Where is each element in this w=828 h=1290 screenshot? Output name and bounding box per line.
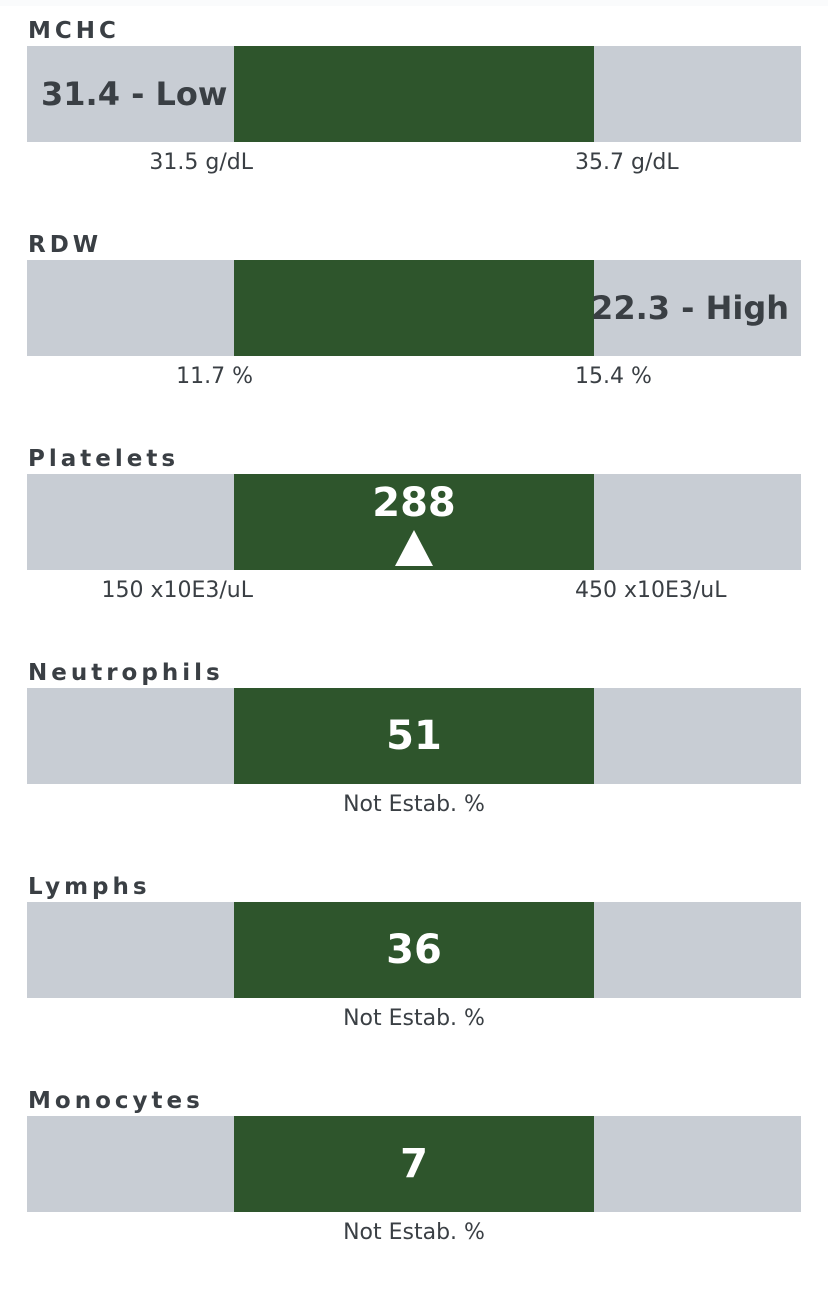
low-bound-label: 150 x10E3/uL xyxy=(101,578,253,603)
normal-range-zone: 288 xyxy=(234,474,594,570)
normal-range-zone: 7 xyxy=(234,1116,594,1212)
low-bound-label: 11.7 % xyxy=(176,364,253,389)
normal-range-zone: 51 xyxy=(234,688,594,784)
high-bound-label: 15.4 % xyxy=(575,364,652,389)
result-value: 31.4 - Low xyxy=(41,75,228,113)
result-name: Lymphs xyxy=(28,874,151,900)
result-lymphs[interactable]: Lymphs 36 Not Estab. % xyxy=(0,862,828,1076)
high-bound-label: 35.7 g/dL xyxy=(575,150,679,175)
high-bound-label: 450 x10E3/uL xyxy=(575,578,727,603)
result-name: Monocytes xyxy=(28,1088,204,1114)
result-name: RDW xyxy=(28,232,103,258)
result-value: 7 xyxy=(400,1141,428,1187)
result-monocytes[interactable]: Monocytes 7 Not Estab. % xyxy=(0,1076,828,1290)
result-name: Neutrophils xyxy=(28,660,224,686)
normal-range-zone xyxy=(234,260,594,356)
normal-range-zone xyxy=(234,46,594,142)
result-mchc[interactable]: MCHC 31.4 - Low 31.5 g/dL 35.7 g/dL xyxy=(0,6,828,220)
range-bar: 31.4 - Low xyxy=(27,46,801,142)
range-bar: 288 xyxy=(27,474,801,570)
range-note: Not Estab. % xyxy=(343,1220,485,1245)
range-bar: 51 xyxy=(27,688,801,784)
result-value: 51 xyxy=(386,713,442,759)
range-bar: 36 xyxy=(27,902,801,998)
range-note: Not Estab. % xyxy=(343,792,485,817)
normal-range-zone: 36 xyxy=(234,902,594,998)
result-value: 22.3 - High xyxy=(591,289,789,327)
low-bound-label: 31.5 g/dL xyxy=(149,150,253,175)
result-neutrophils[interactable]: Neutrophils 51 Not Estab. % xyxy=(0,648,828,862)
result-name: Platelets xyxy=(28,446,180,472)
range-bar: 22.3 - High xyxy=(27,260,801,356)
range-bar: 7 xyxy=(27,1116,801,1212)
range-note: Not Estab. % xyxy=(343,1006,485,1031)
result-rdw[interactable]: RDW 22.3 - High 11.7 % 15.4 % xyxy=(0,220,828,434)
result-value: 36 xyxy=(386,927,442,973)
result-platelets[interactable]: Platelets 288 150 x10E3/uL 450 x10E3/uL xyxy=(0,434,828,648)
result-value: 288 xyxy=(372,480,456,526)
top-divider xyxy=(0,0,828,6)
triangle-up-icon xyxy=(395,530,433,566)
result-name: MCHC xyxy=(28,18,120,44)
